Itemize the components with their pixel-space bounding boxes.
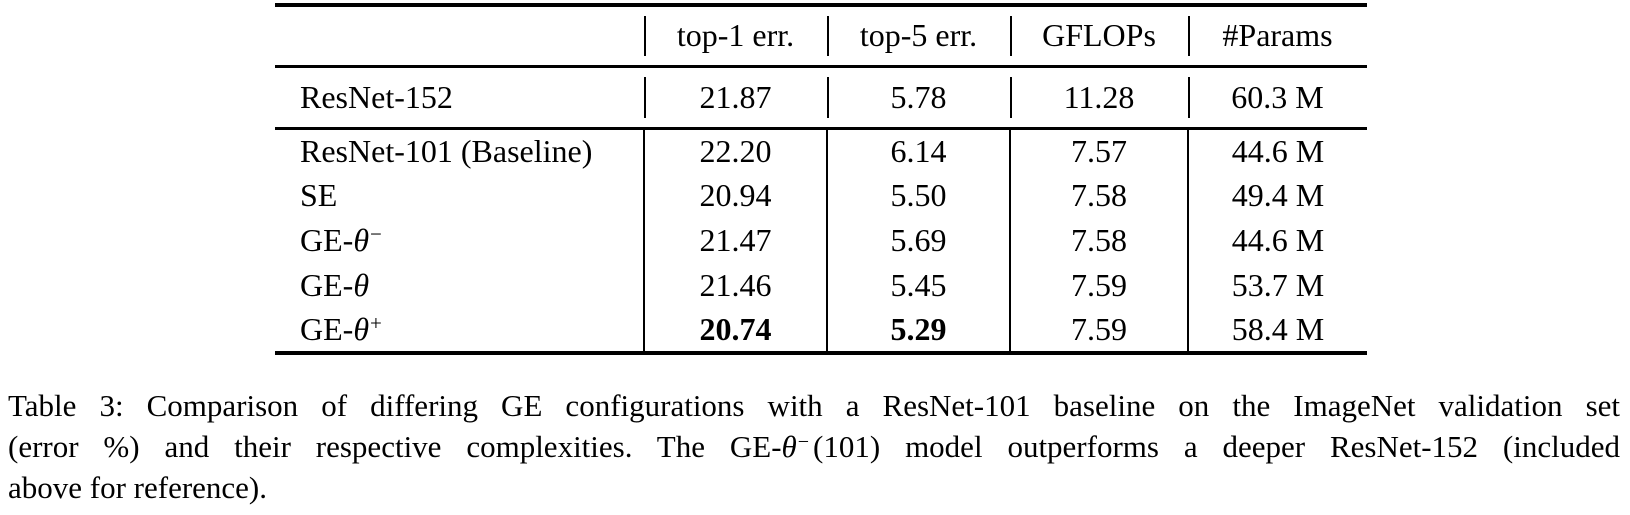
cell-top5-err: 5.69: [826, 218, 1010, 263]
cell-gflops: 7.58: [1009, 218, 1188, 263]
row-label: ResNet-152: [275, 66, 644, 130]
table-row-resnet152: ResNet-152 21.87 5.78 11.28 60.3 M: [275, 66, 1367, 130]
cell-params: 60.3 M: [1188, 66, 1367, 130]
theta-symbol: θ: [781, 429, 797, 464]
cell-gflops: 7.57: [1009, 128, 1188, 173]
row-label-text: ResNet-101 (Baseline): [300, 132, 593, 169]
table-row-ge-theta: GE-θ 21.46 5.45 7.59 53.7 M: [275, 263, 1367, 308]
caption-text-after: (101) model outperforms a deeper ResNet-…: [813, 429, 1620, 464]
results-table: top-1 err. top-5 err. GFLOPs #Params Res…: [275, 3, 1367, 355]
cell-top1-err: 21.87: [644, 66, 827, 130]
cell-params: 49.4 M: [1187, 173, 1367, 218]
caption-line-3: above for reference).: [8, 470, 268, 505]
cell-params: 58.4 M: [1187, 308, 1367, 353]
caption-line-1: Table 3: Comparison of differing GE conf…: [8, 388, 1620, 423]
label-superscript: −: [370, 222, 382, 246]
label-superscript: +: [370, 311, 382, 335]
col-header-params: #Params: [1188, 5, 1367, 68]
cell-params: 44.6 M: [1187, 218, 1367, 263]
row-label-text: GE-: [300, 267, 354, 303]
theta-symbol: θ: [353, 311, 370, 347]
col-header-gflops: GFLOPs: [1010, 5, 1188, 68]
cell-top5-err: 6.14: [826, 128, 1010, 173]
col-header-top1-err: top-1 err.: [644, 5, 827, 68]
table-row-ge-theta-minus: GE-θ− 21.47 5.69 7.58 44.6 M: [275, 218, 1367, 263]
row-label-text: GE-: [300, 222, 354, 258]
cell-top1-err: 20.74: [643, 308, 827, 353]
empty-corner-cell: [275, 5, 644, 68]
cell-top5-err: 5.45: [826, 263, 1010, 308]
cell-gflops: 7.59: [1009, 308, 1188, 353]
caption-line-2: (error %) and their respective complexit…: [8, 426, 1620, 467]
table-row-resnet101-baseline: ResNet-101 (Baseline) 22.20 6.14 7.57 44…: [275, 128, 1367, 173]
cell-top1-err: 20.94: [643, 173, 827, 218]
cell-top5-err: 5.29: [826, 308, 1010, 353]
theta-symbol: θ: [353, 222, 370, 258]
table-header-row: top-1 err. top-5 err. GFLOPs #Params: [275, 5, 1367, 68]
cell-params: 44.6 M: [1187, 128, 1367, 173]
row-label: GE-θ: [275, 263, 644, 308]
cell-gflops: 11.28: [1010, 66, 1188, 130]
cell-top5-err: 5.78: [827, 66, 1010, 130]
row-label: GE-θ−: [275, 218, 644, 263]
caption-text-before: (error %) and their respective complexit…: [8, 429, 782, 464]
row-label-text: ResNet-152: [300, 78, 453, 115]
row-label-text: GE-: [300, 311, 354, 347]
cell-gflops: 7.58: [1009, 173, 1188, 218]
row-label: SE: [275, 173, 644, 218]
row-label-text: SE: [300, 177, 338, 213]
theta-symbol: θ: [353, 267, 370, 303]
cell-top1-err: 21.46: [643, 263, 827, 308]
cell-top5-err: 5.50: [826, 173, 1010, 218]
cell-gflops: 7.59: [1009, 263, 1188, 308]
col-header-top5-err: top-5 err.: [827, 5, 1010, 68]
table-row-se: SE 20.94 5.50 7.58 49.4 M: [275, 173, 1367, 218]
caption-superscript: −: [797, 431, 810, 453]
row-label: GE-θ+: [275, 308, 644, 353]
cell-top1-err: 21.47: [643, 218, 827, 263]
table-caption: Table 3: Comparison of differing GE conf…: [0, 385, 1630, 508]
row-label: ResNet-101 (Baseline): [275, 128, 644, 173]
table-row-ge-theta-plus: GE-θ+ 20.74 5.29 7.59 58.4 M: [275, 308, 1367, 353]
cell-params: 53.7 M: [1187, 263, 1367, 308]
cell-top1-err: 22.20: [643, 128, 827, 173]
